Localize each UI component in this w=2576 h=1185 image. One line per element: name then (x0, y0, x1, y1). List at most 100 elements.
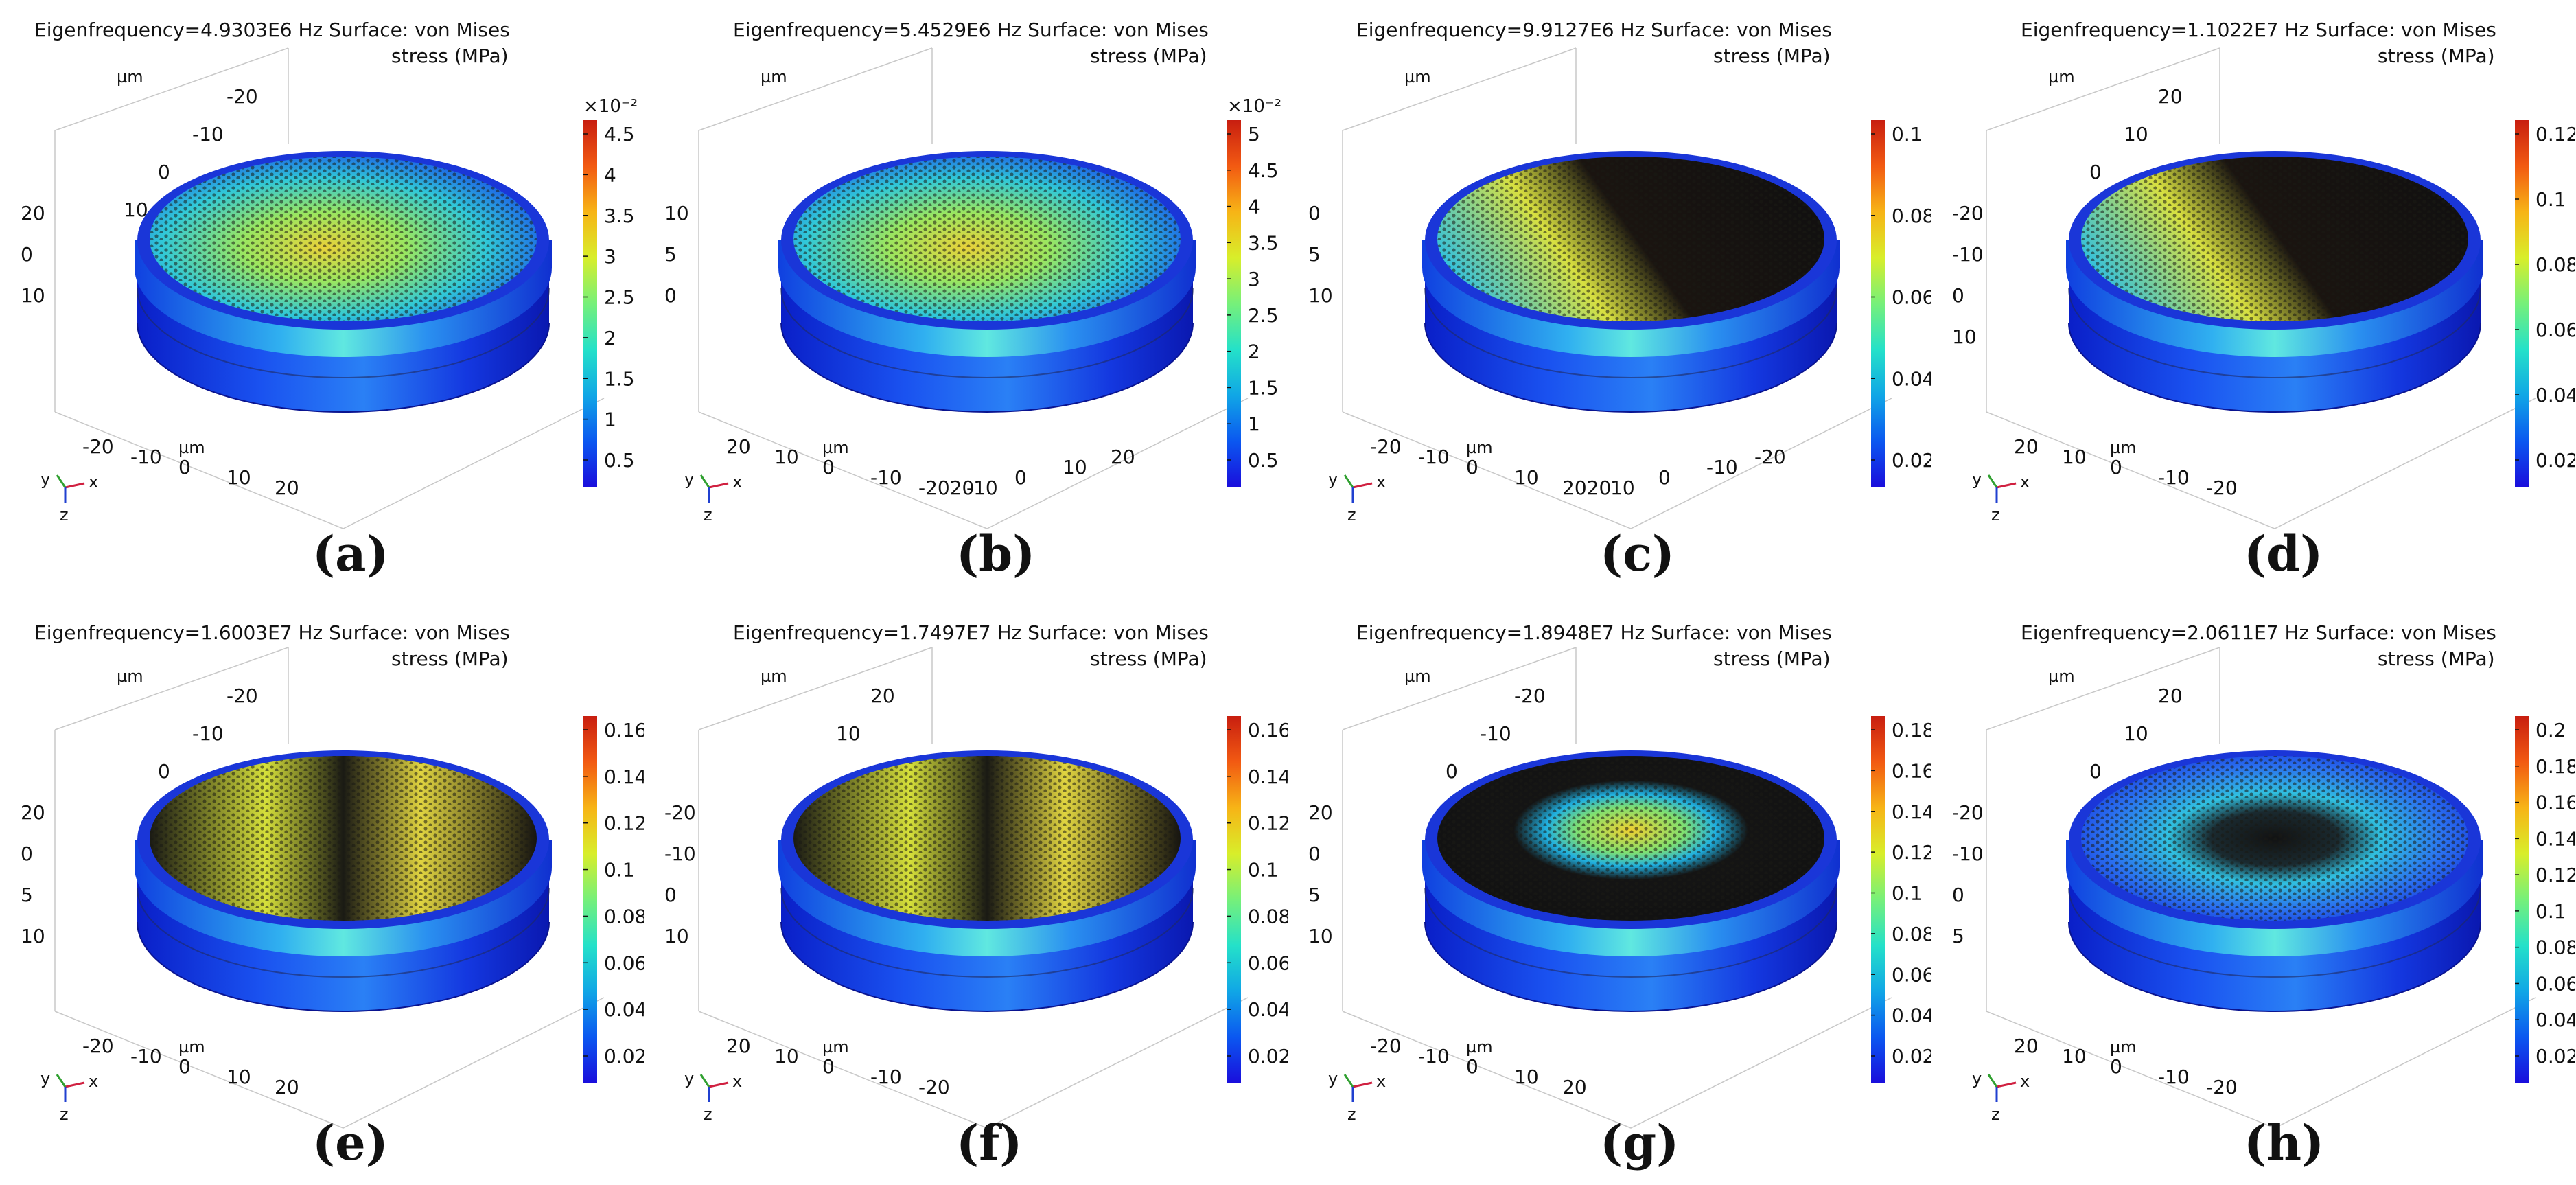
colorbar-tick: 0.06 (1892, 286, 1931, 309)
colorbar-tick: 0.02 (1892, 1045, 1931, 1068)
colorbar-tick: 0.18 (2536, 755, 2575, 778)
axis-tick-bottom: 0 (1466, 456, 1478, 479)
colorbar-tick: 0.1 (1892, 123, 1923, 146)
panel-b: 10 5 0 20 10 0 -10 -2020 -10 0 10 20 µm µm x y z 5 4.5 4 3.5… (644, 0, 1288, 592)
colorbar-tick: 2.5 (604, 286, 635, 309)
axis-box (54, 647, 605, 1129)
colorbar: 0.16 0.14 0.12 0.1 0.08 0.06 0.04 0.02 (583, 716, 644, 1083)
axis-tick-bottom: -2020 (918, 476, 974, 499)
axis-tick-bottom: 10 (2062, 1045, 2087, 1068)
colorbar-tick: 4.5 (1248, 159, 1279, 182)
axis-tick-bottom: 10 (1063, 456, 1087, 479)
colorbar-tick: 0.16 (2536, 792, 2575, 814)
axis-tick-top: 20 (2158, 85, 2183, 108)
title-line-1: Eigenfrequency=1.6003E7 Hz Surface: von … (34, 621, 510, 644)
axis-unit: µm (1404, 67, 1431, 87)
colorbar-tick: 0.06 (1248, 952, 1288, 974)
axis-tick-bottom: 20 (1562, 1076, 1587, 1098)
axis-tick-left: 0 (21, 842, 33, 865)
title-line-2: stress (MPa) (2378, 45, 2495, 67)
title-line-2: stress (MPa) (2378, 647, 2495, 670)
colorbar: 0.1 0.08 0.06 0.04 0.02 (1871, 120, 1931, 487)
axis-tick-bottom: 20 (1111, 446, 1135, 468)
axis-tick-bottom: -20 (82, 1035, 114, 1057)
axis-unit: µm (178, 438, 205, 457)
title-line-1: Eigenfrequency=1.8948E7 Hz Surface: von … (1356, 621, 1832, 644)
panel-a: 20 0 10 -20 -10 0 10 -20 -10 0 10 20 µm µm x y z 4.5 4 3.5 3… (0, 0, 644, 592)
panel-c: 0 5 10 -20 -10 0 10 2020 10 0 -10 -20 µm µm x y z 0.1 0.08… (1288, 0, 1931, 592)
colorbar-tick: 3.5 (1248, 231, 1279, 254)
colorbar-tick: 0.14 (1892, 801, 1931, 823)
triad-y-label: y (684, 1069, 694, 1088)
triad-y-label: y (40, 1069, 50, 1088)
colorbar-tick: 0.04 (2536, 1009, 2575, 1031)
axis-tick-left: 0 (664, 284, 677, 307)
axis-box (54, 47, 605, 529)
panel-caption: (a) (312, 525, 389, 582)
axis-tick-top: -20 (227, 684, 258, 707)
axis-triad: x yz (1972, 1069, 2030, 1124)
colorbar-tick: 1.5 (1248, 376, 1279, 399)
axis-box (698, 647, 1249, 1129)
axis-tick-left: 10 (664, 925, 689, 947)
axis-triad: x yz (1328, 1069, 1386, 1124)
triad-y-label: y (684, 470, 694, 489)
triad-z-label: z (1347, 1105, 1356, 1124)
axis-triad: x yz (684, 1069, 742, 1124)
colorbar-tick: 0.08 (1892, 923, 1931, 945)
membrane-model (778, 750, 1196, 1012)
colorbar-tick: 0.18 (1892, 719, 1931, 741)
title-line-2: stress (MPa) (1090, 647, 1207, 670)
axis-tick-bottom: 10 (2062, 446, 2087, 468)
axis-tick-left: 0 (664, 884, 677, 906)
axis-tick-bottom: -20 (1370, 1035, 1402, 1057)
axis-tick-top: 10 (2124, 722, 2148, 745)
axis-tick-top: 0 (158, 161, 170, 183)
axis-tick-bottom: -20 (918, 1076, 950, 1098)
axis-tick-bottom: -10 (2158, 466, 2190, 489)
triad-x-label: x (732, 1072, 742, 1091)
colorbar-tick: 0.1 (604, 859, 635, 882)
axis-tick-top: 0 (2089, 161, 2102, 183)
axis-unit: µm (2048, 667, 2075, 686)
panel-title: Eigenfrequency=5.4529E6 Hz Surface: von … (733, 17, 1209, 69)
colorbar-tick: 0.12 (604, 812, 644, 835)
axis-tick-bottom: 0 (822, 456, 835, 479)
colorbar-tick: 0.2 (2536, 719, 2566, 741)
colorbar-tick: 3.5 (604, 205, 635, 227)
axis-tick-top: -20 (1514, 684, 1546, 707)
panel-title: Eigenfrequency=2.0611E7 Hz Surface: von … (2021, 620, 2496, 672)
colorbar-tick: 2 (1248, 341, 1260, 363)
colorbar-tick: 4 (1248, 196, 1260, 218)
panel-title: Eigenfrequency=1.1022E7 Hz Surface: von … (2021, 17, 2496, 69)
axis-tick-left: -10 (664, 842, 696, 865)
axis-labels: -20 -10 0 10 20 10 20 10 0 -10 -20 µm µm (664, 667, 950, 1098)
axis-tick-bottom: 20 (275, 476, 299, 499)
axis-unit: µm (178, 1037, 205, 1057)
axis-tick-bottom: -10 (2158, 1066, 2190, 1088)
axis-unit: µm (2110, 438, 2137, 457)
axis-tick-left: 5 (1308, 243, 1321, 266)
colorbar-tick: 0.08 (2536, 936, 2575, 959)
triad-y-label: y (1328, 470, 1338, 489)
membrane-model (135, 151, 552, 413)
panel-h: -20 -10 0 5 20 10 0 20 10 0 -10 -20 µm µm x y z 0.2 0.18 0.… (1931, 592, 2575, 1185)
axis-tick-left: 0 (1308, 842, 1321, 865)
triad-z-label: z (1347, 505, 1356, 525)
axis-tick-left: 10 (1308, 925, 1333, 947)
axis-unit: µm (117, 67, 143, 87)
axis-triad: x yz (40, 1069, 98, 1124)
axis-tick-bottom: 0 (178, 1055, 191, 1078)
axis-tick-left: 0 (1952, 284, 1964, 307)
axis-tick-bottom: 10 (774, 1045, 799, 1068)
axis-tick-bottom: 10 (1514, 466, 1539, 489)
axis-box (698, 47, 1249, 529)
triad-z-label: z (704, 1105, 712, 1124)
title-line-2: stress (MPa) (1713, 45, 1831, 67)
